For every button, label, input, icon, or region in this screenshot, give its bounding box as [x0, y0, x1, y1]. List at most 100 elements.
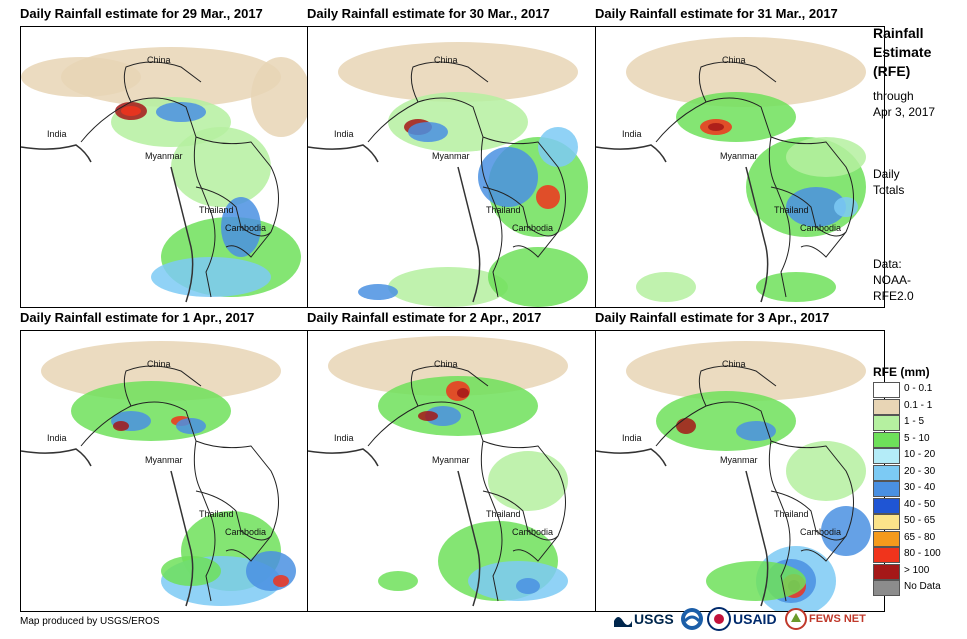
- label-myanmar: Myanmar: [145, 455, 183, 465]
- legend-swatch: [873, 497, 900, 514]
- legend-swatch: [873, 448, 900, 464]
- legend-label: > 100: [904, 564, 930, 576]
- usgs-wave-icon: [614, 617, 632, 627]
- panel-title: Daily Rainfall estimate for 31 Mar., 201…: [595, 6, 838, 21]
- label-myanmar: Myanmar: [720, 151, 758, 161]
- legend-label: 40 - 50: [904, 498, 936, 510]
- legend-label: 80 - 100: [904, 548, 941, 559]
- legend-label: 1 - 5: [904, 416, 925, 427]
- rainfall-area: [71, 381, 231, 441]
- rainfall-map: China India Myanmar Thailand Cambodia: [307, 26, 597, 308]
- rainfall-map: China India Myanmar Thailand Cambodia: [595, 26, 885, 308]
- label-cambodia: Cambodia: [225, 223, 267, 233]
- map-panel-3-apr: Daily Rainfall estimate for 3 Apr., 2017…: [595, 310, 885, 612]
- label-thailand: Thailand: [486, 205, 521, 215]
- label-china: China: [434, 359, 458, 369]
- legend-swatch: [873, 481, 900, 497]
- rainfall-area: [41, 341, 281, 401]
- sidebar-daily-totals: Daily Totals: [873, 167, 905, 197]
- rainfall-area: [408, 122, 448, 142]
- label-china: China: [722, 359, 746, 369]
- sidebar-through: through Apr 3, 2017: [873, 89, 936, 119]
- rainfall-area: [338, 42, 578, 102]
- rainfall-area: [151, 257, 271, 297]
- rainfall-area: [171, 127, 271, 207]
- rainfall-area: [358, 284, 398, 300]
- rainfall-area: [821, 506, 871, 556]
- rainfall-map: China India Myanmar Thailand Cambodia: [20, 330, 310, 612]
- country-borders: [367, 61, 566, 298]
- rainfall-map: China India Myanmar Thailand Cambodia: [20, 26, 310, 308]
- rainfall-area: [251, 57, 309, 137]
- coastline: [308, 448, 481, 607]
- legend-label: 0.1 - 1: [904, 399, 933, 411]
- rainfall-area: [536, 185, 560, 209]
- rainfall-field: [596, 341, 871, 611]
- legend-swatch: [873, 530, 900, 547]
- legend-label: 20 - 30: [904, 465, 936, 477]
- rainfall-area: [708, 123, 724, 131]
- rainfall-area: [786, 187, 846, 227]
- rainfall-area: [636, 272, 696, 302]
- legend-label: 5 - 10: [904, 432, 930, 444]
- rainfall-area: [246, 551, 296, 591]
- legend-label: 65 - 80: [904, 531, 936, 543]
- rainfall-field: [21, 47, 309, 303]
- rainfall-area: [468, 561, 568, 601]
- map-panel-2-apr: Daily Rainfall estimate for 2 Apr., 2017…: [307, 310, 597, 612]
- label-india: India: [47, 129, 67, 139]
- rainfall-area: [388, 267, 508, 307]
- rainfall-field: [21, 341, 296, 607]
- label-india: India: [622, 129, 642, 139]
- rainfall-area: [113, 421, 129, 431]
- rainfall-area: [676, 92, 796, 142]
- rainfall-map: China India Myanmar Thailand Cambodia: [307, 330, 597, 612]
- label-india: India: [334, 433, 354, 443]
- rainfall-area: [676, 418, 696, 434]
- legend-swatch: [873, 398, 900, 415]
- noaa-logo-icon: [680, 606, 704, 632]
- legend-swatch: [873, 431, 900, 448]
- rainfall-area: [538, 127, 578, 167]
- rainfall-area: [626, 37, 866, 107]
- sidebar-title: Rainfall Estimate (RFE): [873, 25, 932, 79]
- legend-swatch: [873, 382, 900, 398]
- rainfall-area: [457, 388, 469, 398]
- label-cambodia: Cambodia: [800, 527, 842, 537]
- panel-title: Daily Rainfall estimate for 1 Apr., 2017: [20, 310, 255, 325]
- label-thailand: Thailand: [774, 509, 809, 519]
- usgs-logo: USGS: [614, 606, 674, 632]
- country-borders: [80, 61, 279, 298]
- map-panel-29-mar: Daily Rainfall estimate for 29 Mar., 201…: [20, 6, 310, 308]
- rainfall-area: [425, 406, 461, 426]
- legend-label: No Data: [904, 581, 941, 592]
- legend-label: 0 - 0.1: [904, 383, 933, 394]
- rainfall-field: [308, 336, 568, 607]
- label-china: China: [722, 55, 746, 65]
- map-panel-1-apr: Daily Rainfall estimate for 1 Apr., 2017…: [20, 310, 310, 612]
- legend-swatch: [873, 547, 900, 563]
- rainfall-area: [516, 578, 540, 594]
- rainfall-area: [418, 411, 438, 421]
- label-cambodia: Cambodia: [512, 223, 554, 233]
- country-borders: [655, 61, 854, 298]
- rainfall-area: [121, 106, 141, 116]
- country-borders: [367, 365, 566, 602]
- legend-swatch: [873, 563, 900, 580]
- coastline: [308, 144, 481, 303]
- rainfall-area: [156, 102, 206, 122]
- panel-title: Daily Rainfall estimate for 30 Mar., 201…: [307, 6, 550, 21]
- label-india: India: [622, 433, 642, 443]
- legend-label: 50 - 65: [904, 515, 936, 526]
- rainfall-area: [756, 272, 836, 302]
- rainfall-map: China India Myanmar Thailand Cambodia: [595, 330, 885, 612]
- legend-label: 30 - 40: [904, 482, 936, 493]
- rainfall-area: [21, 57, 141, 97]
- country-borders: [80, 365, 279, 602]
- sidebar-data-source: Data: NOAA- RFE2.0: [873, 257, 914, 303]
- rainfall-area: [706, 561, 806, 601]
- credit-text: Map produced by USGS/EROS: [20, 616, 160, 627]
- label-thailand: Thailand: [774, 205, 809, 215]
- label-cambodia: Cambodia: [225, 527, 267, 537]
- label-india: India: [47, 433, 67, 443]
